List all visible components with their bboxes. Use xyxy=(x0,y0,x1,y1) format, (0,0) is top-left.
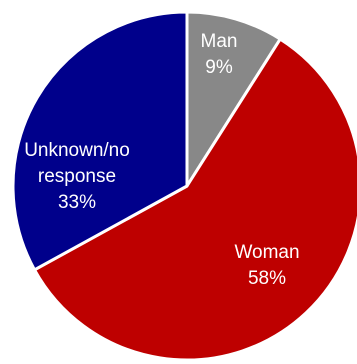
slice-label-unknown-no-line-2: response xyxy=(38,166,116,187)
pie-slice-man xyxy=(185,10,282,188)
pie-slice-unknown-no xyxy=(11,10,189,272)
pie-slice-woman xyxy=(33,37,357,362)
slice-label-unknown-no-line-1: Unknown/no xyxy=(24,140,130,161)
pie-labels: Man 9% Woman 58% Unknown/no response 33% xyxy=(24,31,299,289)
pie-slices xyxy=(11,10,357,362)
slice-label-unknown-no-line-3: 33% xyxy=(58,192,96,213)
slice-label-man-line-1: Man xyxy=(201,31,238,52)
slice-label-woman-line-1: Woman xyxy=(234,242,299,263)
slice-label-woman-line-2: 58% xyxy=(248,268,286,289)
slice-label-man-line-2: 9% xyxy=(205,57,233,78)
